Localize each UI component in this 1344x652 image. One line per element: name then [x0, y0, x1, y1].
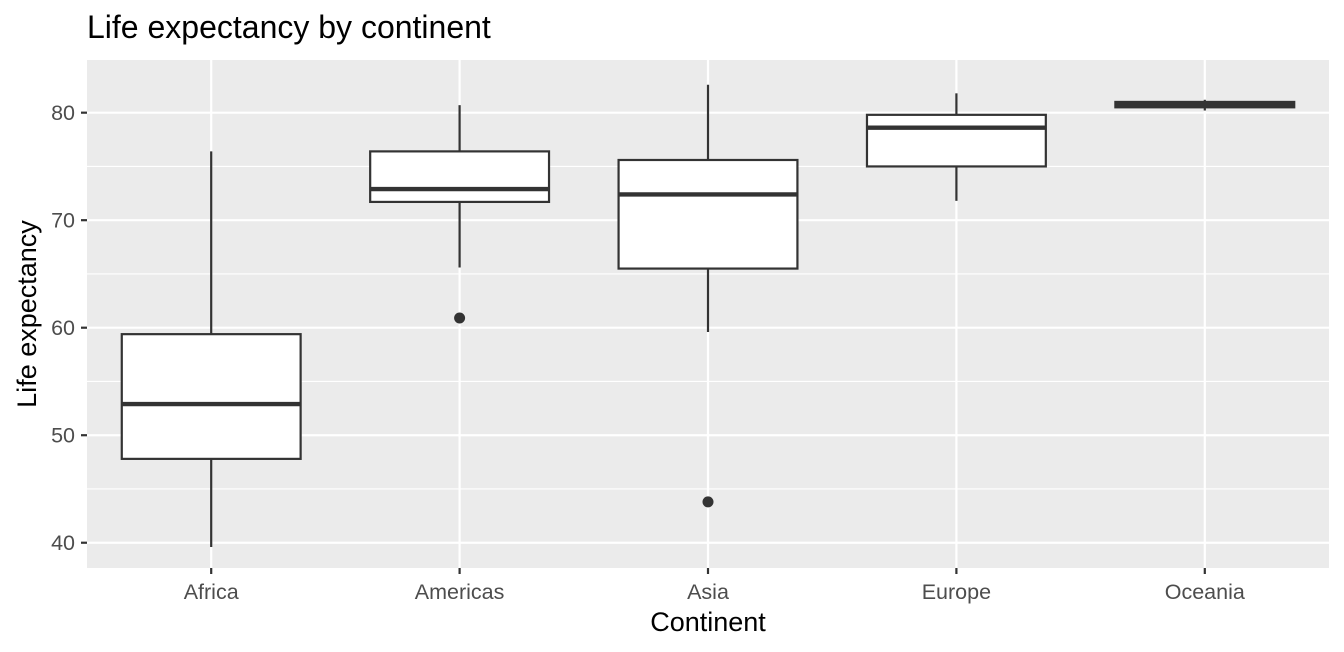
outlier-point	[702, 496, 714, 508]
box-africa	[120, 151, 302, 548]
x-tick-label: Asia	[687, 580, 729, 604]
y-tick-label: 70	[51, 209, 75, 233]
y-axis: 40 50 60 70 80	[51, 101, 87, 555]
y-tick-label: 80	[51, 101, 75, 125]
box-europe	[865, 93, 1047, 201]
outlier-point	[454, 312, 466, 324]
x-tick-label: Oceania	[1165, 580, 1245, 604]
chart-title: Life expectancy by continent	[87, 9, 491, 45]
box-iqr	[120, 333, 302, 460]
x-tick-label: Africa	[184, 580, 239, 604]
x-tick-label: Americas	[415, 580, 505, 604]
box-iqr	[617, 158, 799, 270]
x-axis-title: Continent	[650, 607, 766, 637]
box-americas	[369, 105, 551, 324]
y-tick-label: 50	[51, 424, 75, 448]
y-tick-label: 40	[51, 531, 75, 555]
y-axis-title: Life expectancy	[12, 220, 42, 408]
box-iqr	[369, 150, 551, 204]
box-oceania	[1114, 99, 1296, 111]
box-layer	[120, 84, 1296, 548]
y-tick-label: 60	[51, 316, 75, 340]
box-asia	[617, 84, 799, 508]
box-iqr	[865, 113, 1047, 168]
x-tick-label: Europe	[922, 580, 991, 604]
x-axis: Africa Americas Asia Europe Oceania	[184, 568, 1245, 604]
